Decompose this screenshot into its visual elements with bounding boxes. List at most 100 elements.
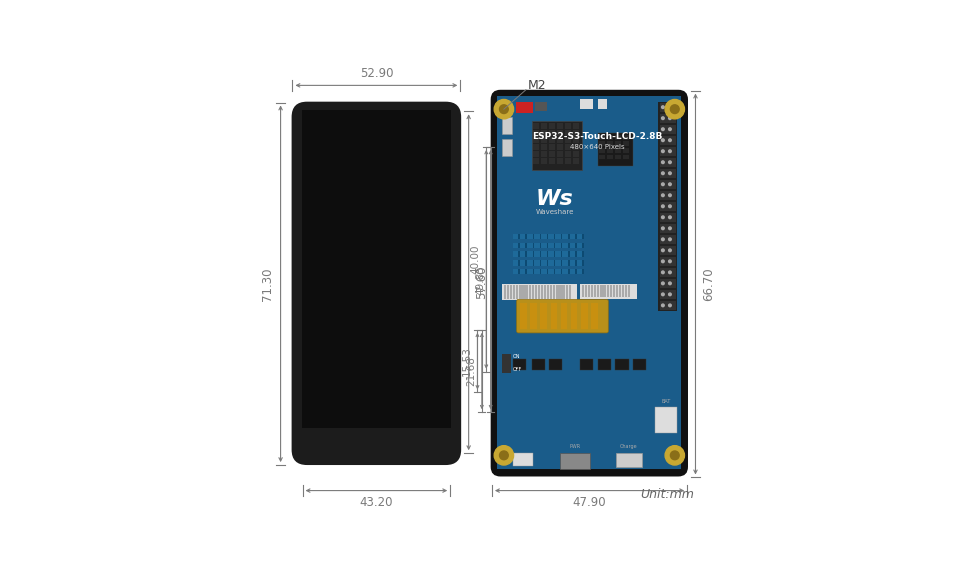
- Bar: [556, 260, 561, 265]
- Bar: [594, 285, 596, 297]
- Bar: [514, 260, 518, 265]
- Bar: [573, 144, 579, 150]
- Bar: [612, 285, 615, 297]
- Bar: [608, 135, 613, 140]
- Circle shape: [670, 451, 679, 460]
- Bar: [573, 137, 579, 142]
- Bar: [514, 269, 518, 275]
- Bar: [660, 114, 676, 122]
- Circle shape: [668, 150, 671, 153]
- Circle shape: [661, 205, 664, 208]
- Bar: [556, 252, 561, 257]
- Circle shape: [665, 100, 684, 119]
- Bar: [577, 269, 582, 275]
- Bar: [598, 133, 633, 165]
- Bar: [660, 279, 676, 288]
- Text: 40.00: 40.00: [470, 245, 481, 274]
- Circle shape: [668, 128, 671, 130]
- Text: 15.53: 15.53: [462, 346, 471, 376]
- Text: 52.90: 52.90: [360, 67, 394, 81]
- Text: PWR: PWR: [569, 444, 581, 449]
- Bar: [527, 260, 533, 265]
- Bar: [541, 123, 547, 129]
- Circle shape: [661, 150, 664, 153]
- Bar: [565, 123, 571, 129]
- Bar: [660, 180, 676, 189]
- Bar: [514, 252, 584, 257]
- Bar: [514, 285, 516, 299]
- Bar: [615, 148, 621, 153]
- Circle shape: [661, 238, 664, 241]
- Circle shape: [661, 128, 664, 130]
- Bar: [532, 285, 534, 299]
- FancyBboxPatch shape: [491, 90, 688, 476]
- Bar: [571, 303, 578, 329]
- Bar: [591, 285, 593, 297]
- Bar: [573, 152, 579, 157]
- Bar: [660, 125, 676, 134]
- Bar: [538, 285, 540, 299]
- Text: BAT: BAT: [661, 399, 671, 404]
- Bar: [655, 407, 677, 434]
- Bar: [616, 453, 641, 467]
- Bar: [615, 135, 621, 140]
- Bar: [541, 144, 547, 150]
- Bar: [529, 285, 531, 299]
- Bar: [535, 285, 537, 299]
- Bar: [577, 260, 582, 265]
- Circle shape: [668, 161, 671, 164]
- Circle shape: [668, 194, 671, 197]
- Bar: [544, 285, 546, 299]
- Bar: [535, 260, 540, 265]
- Bar: [628, 285, 631, 297]
- Bar: [522, 285, 524, 299]
- Circle shape: [661, 117, 664, 120]
- Bar: [504, 285, 506, 299]
- Bar: [625, 285, 627, 297]
- Bar: [633, 359, 646, 370]
- Bar: [569, 252, 575, 257]
- Circle shape: [668, 260, 671, 263]
- Bar: [563, 243, 567, 248]
- Bar: [598, 359, 611, 370]
- Text: 71.30: 71.30: [261, 267, 274, 300]
- Text: Charge: Charge: [620, 444, 637, 449]
- Bar: [541, 158, 547, 164]
- Bar: [597, 285, 599, 297]
- Bar: [557, 158, 563, 164]
- Bar: [535, 234, 540, 239]
- Bar: [514, 243, 518, 248]
- Bar: [520, 252, 525, 257]
- Bar: [516, 285, 518, 299]
- Bar: [565, 130, 571, 136]
- Circle shape: [499, 451, 508, 460]
- Circle shape: [668, 216, 671, 219]
- Bar: [540, 303, 547, 329]
- Bar: [599, 154, 605, 160]
- Circle shape: [661, 183, 664, 185]
- Circle shape: [668, 106, 671, 109]
- Circle shape: [668, 227, 671, 229]
- Text: OFF: OFF: [514, 367, 522, 372]
- Bar: [563, 234, 567, 239]
- Bar: [557, 123, 563, 129]
- Bar: [534, 144, 540, 150]
- Bar: [599, 148, 605, 153]
- Bar: [573, 123, 579, 129]
- Bar: [556, 243, 561, 248]
- Bar: [541, 252, 546, 257]
- Bar: [588, 285, 590, 297]
- Bar: [556, 285, 559, 299]
- Bar: [549, 130, 555, 136]
- Bar: [535, 243, 540, 248]
- Text: Ws: Ws: [536, 189, 574, 209]
- Bar: [549, 359, 563, 370]
- Bar: [535, 269, 540, 275]
- Bar: [660, 246, 676, 255]
- Bar: [585, 285, 588, 297]
- Bar: [550, 285, 552, 299]
- Bar: [659, 102, 677, 311]
- Circle shape: [668, 183, 671, 185]
- Circle shape: [670, 105, 679, 113]
- Bar: [565, 144, 571, 150]
